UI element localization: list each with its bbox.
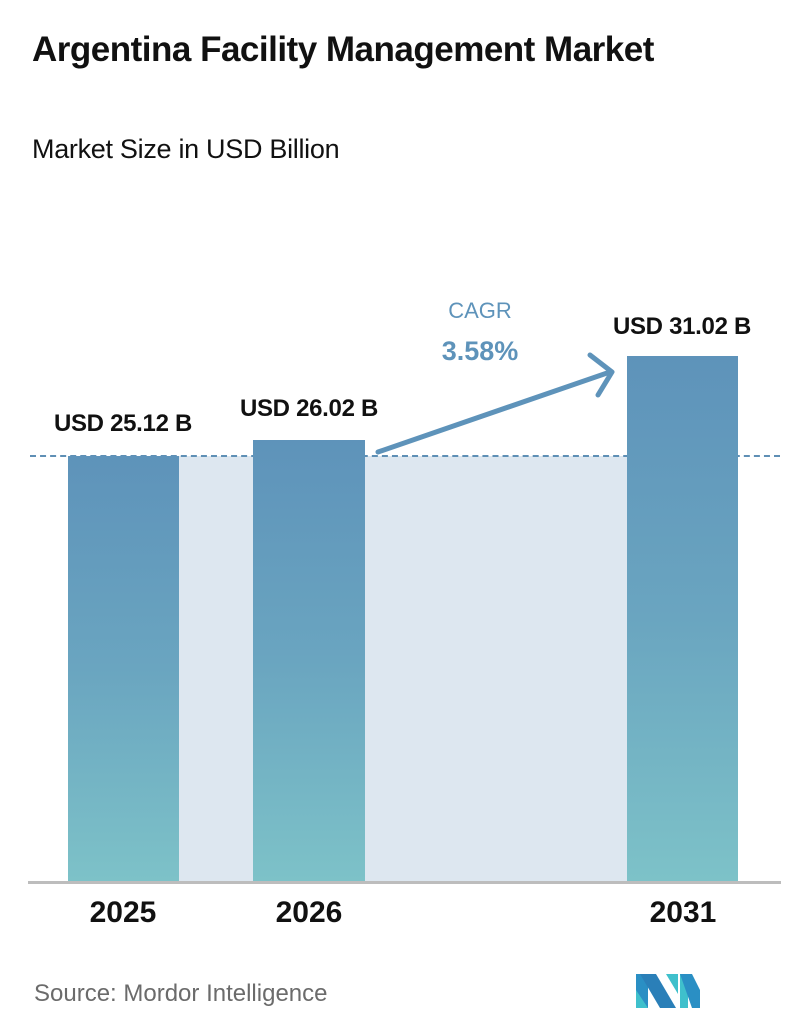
bar-2026: [253, 440, 365, 881]
value-label-2026: USD 26.02 B: [239, 395, 379, 422]
x-label-2031: 2031: [649, 896, 717, 929]
cagr-value: 3.58%: [441, 336, 519, 366]
reference-dashed-line: [30, 455, 780, 457]
cagr-label: CAGR: [448, 298, 512, 323]
value-label-2025: USD 25.12 B: [53, 410, 193, 437]
x-axis-baseline: [28, 881, 781, 884]
x-label-2025: 2025: [89, 896, 157, 929]
chart-subtitle: Market Size in USD Billion: [32, 134, 340, 164]
bar-2025: [68, 456, 179, 881]
chart-title: Argentina Facility Management Market: [32, 30, 654, 69]
value-label-2031: USD 31.02 B: [612, 313, 752, 340]
bar-2031: [627, 356, 738, 881]
x-label-2026: 2026: [275, 896, 343, 929]
source-text: Source: Mordor Intelligence: [34, 980, 328, 1007]
mordor-intelligence-logo-icon: [636, 974, 700, 1008]
